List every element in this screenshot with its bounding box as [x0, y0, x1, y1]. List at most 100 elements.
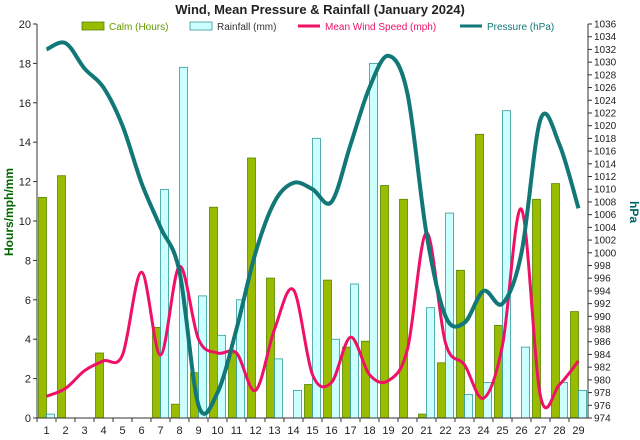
y-tick-right-label: 1006 — [594, 210, 617, 221]
rainfall-bar-21 — [426, 307, 435, 419]
x-tick-label: 9 — [195, 425, 201, 437]
y-tick-right-label: 1032 — [594, 45, 617, 56]
rainfall-bar-13 — [274, 358, 283, 419]
calm-bar-22 — [437, 362, 446, 419]
y-tick-right-label: 1008 — [594, 197, 617, 208]
x-tick-label: 3 — [81, 425, 87, 437]
y-tick-right-label: 1028 — [594, 70, 617, 81]
y-tick-left-label: 10 — [19, 216, 31, 228]
rainfall-bar-8 — [179, 66, 188, 419]
y-tick-right-label: 1034 — [594, 32, 617, 43]
x-tick-label: 12 — [249, 425, 261, 437]
y-tick-left-label: 18 — [19, 58, 31, 70]
x-tick-label: 5 — [119, 425, 125, 437]
y-tick-right-label: 978 — [594, 388, 611, 399]
y-tick-left-label: 12 — [19, 177, 31, 189]
x-tick-label: 17 — [344, 425, 356, 437]
y-tick-right-label: 1002 — [594, 236, 617, 247]
x-tick-label: 10 — [211, 425, 223, 437]
calm-bar-2 — [57, 175, 66, 419]
legend: Calm (Hours) Rainfall (mm) Mean Wind Speed… — [81, 21, 554, 33]
legend-item-1: Calm (Hours) — [81, 21, 168, 33]
legend-item-4: Pressure (hPa) — [460, 22, 554, 33]
rainfall-bar-1 — [46, 413, 55, 419]
calm-bar-18 — [361, 340, 370, 419]
pressure-line — [45, 40, 581, 416]
calm-bar-1 — [38, 196, 47, 419]
legend-label: Rainfall (mm) — [217, 22, 276, 33]
y-tick-left-label: 16 — [19, 98, 31, 110]
legend-label: Calm (Hours) — [109, 22, 168, 33]
lines-layer — [45, 40, 581, 416]
y-tick-right-label: 1016 — [594, 147, 617, 158]
y-tick-right-label: 1020 — [594, 121, 617, 132]
legend-item-3: Mean Wind Speed (mph) — [298, 22, 436, 33]
x-tick-label: 25 — [496, 425, 508, 437]
y-tick-right-label: 976 — [594, 401, 611, 412]
y-tick-right-label: 992 — [594, 299, 611, 310]
y-tick-right-label: 994 — [594, 286, 611, 297]
y-tick-right-label: 1022 — [594, 108, 617, 119]
x-tick-label: 18 — [363, 425, 375, 437]
rainfall-bar-25 — [502, 110, 511, 419]
x-tick-label: 29 — [572, 425, 584, 437]
y-tick-left-label: 6 — [25, 295, 31, 307]
x-tick-label: 24 — [477, 425, 489, 437]
y-tick-right-label: 986 — [594, 337, 611, 348]
y-tick-left-label: 2 — [25, 374, 31, 386]
x-tick-label: 22 — [439, 425, 451, 437]
calm-bar-28 — [551, 183, 560, 419]
rainfall-bar-7 — [160, 189, 169, 419]
rainfall-bar-18 — [369, 63, 378, 419]
y-tick-left-label: 20 — [19, 19, 31, 31]
y-tick-right-label: 1012 — [594, 172, 617, 183]
x-tick-label: 20 — [401, 425, 413, 437]
y-tick-right-label: 1010 — [594, 185, 617, 196]
x-tick-label: 14 — [287, 425, 299, 437]
axes-layer: 0246810121416182097497697898098298498698… — [19, 19, 617, 437]
x-tick-label: 8 — [176, 425, 182, 437]
x-tick-label: 19 — [382, 425, 394, 437]
x-tick-label: 26 — [515, 425, 527, 437]
y-tick-right-label: 1000 — [594, 248, 617, 259]
x-tick-label: 15 — [306, 425, 318, 437]
legend-label: Pressure (hPa) — [487, 22, 554, 33]
x-tick-label: 23 — [458, 425, 470, 437]
x-tick-label: 16 — [325, 425, 337, 437]
calm-bar-23 — [456, 269, 465, 419]
y-tick-right-label: 974 — [594, 414, 611, 425]
x-tick-label: 2 — [62, 425, 68, 437]
y-tick-left-label: 4 — [25, 334, 31, 346]
rainfall-bar-9 — [198, 295, 207, 419]
rainfall-bar-17 — [350, 283, 359, 419]
calm-bar-8 — [171, 403, 180, 419]
legend-swatch — [81, 21, 105, 31]
y-tick-left-label: 8 — [25, 255, 31, 267]
y-tick-right-label: 988 — [594, 325, 611, 336]
y-tick-right-label: 1004 — [594, 223, 617, 234]
y-tick-right-label: 1030 — [594, 58, 617, 69]
calm-bar-16 — [323, 279, 332, 419]
y-tick-right-label: 1024 — [594, 96, 617, 107]
y-tick-right-label: 982 — [594, 363, 611, 374]
wind-speed-line — [45, 207, 580, 410]
rainfall-bar-14 — [293, 389, 302, 419]
y-tick-right-label: 980 — [594, 375, 611, 386]
y-tick-right-label: 1026 — [594, 83, 617, 94]
y-tick-right-label: 1014 — [594, 159, 617, 170]
calm-bar-15 — [304, 384, 313, 419]
chart-title: Wind, Mean Pressure & Rainfall (January … — [175, 2, 465, 17]
x-tick-label: 11 — [231, 425, 242, 437]
y-axis-label-right: hPa — [627, 201, 640, 223]
rainfall-bar-26 — [521, 346, 530, 419]
y-tick-right-label: 1036 — [594, 20, 617, 31]
x-tick-label: 7 — [157, 425, 163, 437]
legend-swatch — [189, 21, 213, 31]
x-tick-label: 27 — [534, 425, 546, 437]
calm-bar-10 — [209, 206, 218, 419]
rainfall-bar-28 — [559, 382, 568, 419]
y-tick-right-label: 1018 — [594, 134, 617, 145]
calm-bar-17 — [342, 346, 351, 419]
x-tick-label: 21 — [420, 425, 432, 437]
